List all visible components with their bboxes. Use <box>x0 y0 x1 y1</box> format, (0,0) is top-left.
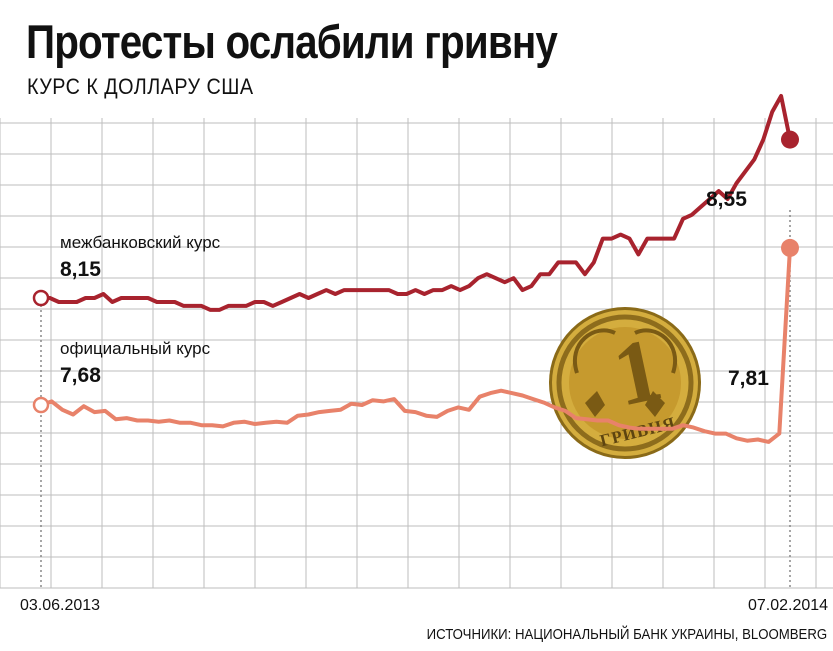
interbank-line <box>41 94 792 312</box>
interbank-end-marker <box>781 130 799 149</box>
x-axis-start-date: 03.06.2013 <box>20 597 100 614</box>
official-start-marker <box>32 396 50 414</box>
official-end-value: 7,81 <box>728 367 769 390</box>
source-note: ИСТОЧНИКИ: НАЦИОНАЛЬНЫЙ БАНК УКРАИНЫ, BL… <box>426 626 827 643</box>
series-markers <box>32 130 799 414</box>
chart-title: Протесты ослабили гривну <box>26 15 558 68</box>
official-line <box>40 247 792 444</box>
hryvnia-coin-image: 1 ГРИВНЯ <box>549 307 701 459</box>
date-guides <box>40 210 791 588</box>
interbank-start-marker <box>32 289 50 307</box>
series-label-interbank: межбанковский курс <box>60 233 221 252</box>
official-end-marker <box>781 238 799 257</box>
official-start-value: 7,68 <box>60 364 101 387</box>
chart-subtitle: КУРС К ДОЛЛАРУ США <box>27 74 254 99</box>
x-axis-end-date: 07.02.2014 <box>748 597 828 614</box>
interbank-start-value: 8,15 <box>60 258 101 281</box>
chart-grid <box>0 118 833 589</box>
series-lines <box>40 94 792 444</box>
interbank-end-value: 8,55 <box>706 188 747 211</box>
series-label-official: официальный курс <box>60 339 211 358</box>
